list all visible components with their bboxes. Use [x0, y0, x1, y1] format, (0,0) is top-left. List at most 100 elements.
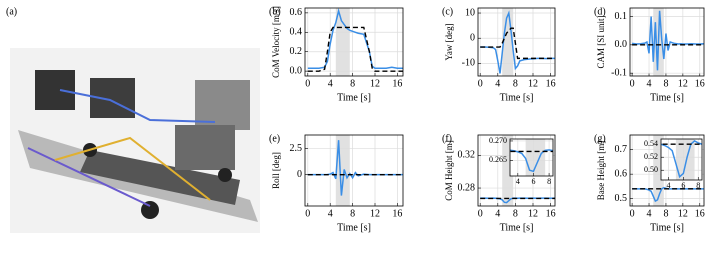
x-tick-label: 0	[478, 78, 483, 89]
x-tick-label: 0	[630, 78, 635, 89]
highlight-band	[335, 8, 350, 76]
x-tick-label: 16	[695, 78, 705, 89]
x-tick-label: 16	[392, 78, 402, 89]
x-tick-label: 8	[696, 181, 700, 190]
x-axis-label: Time [s]	[500, 222, 534, 233]
y-tick-label: -10	[462, 58, 475, 69]
line	[307, 8, 403, 69]
x-tick-label: 8	[547, 177, 551, 186]
y-tick-label: 0.6	[615, 168, 628, 179]
x-tick-label: 12	[678, 78, 688, 89]
x-tick-label: 8	[350, 78, 355, 89]
line	[307, 26, 403, 72]
line	[510, 149, 553, 173]
x-axis-label: Time [s]	[337, 92, 371, 103]
x-axis-label: Time [s]	[500, 92, 534, 103]
x-tick-label: 0	[305, 208, 310, 219]
plot-area	[305, 8, 403, 76]
highlight-band	[525, 139, 546, 176]
y-tick-label: 0.32	[458, 150, 476, 161]
highlight-band	[502, 8, 514, 76]
axes-frame	[509, 138, 554, 177]
series-group	[307, 8, 403, 72]
plot-area	[305, 135, 403, 206]
series-group	[480, 197, 555, 204]
y-tick-label: 0.50	[644, 165, 658, 174]
x-tick-label: 8	[350, 208, 355, 219]
axes-frame	[304, 7, 404, 77]
y-tick-label: -0.1	[611, 67, 627, 78]
x-tick-label: 8	[663, 208, 668, 219]
trajectory	[54, 136, 211, 201]
highlight-band	[502, 135, 514, 206]
y-tick-label: 0.2	[290, 46, 303, 57]
axes-frame	[660, 138, 703, 181]
axes-frame	[304, 134, 404, 207]
x-tick-label: 0	[630, 208, 635, 219]
x-tick-label: 12	[370, 78, 380, 89]
y-axis-label: CAM [SI unit]	[596, 15, 606, 68]
x-tick-label: 4	[647, 208, 652, 219]
x-tick-label: 16	[695, 208, 705, 219]
inset: 4 6 8 0.50 0.52 0.54	[644, 138, 703, 190]
y-tick-label: 0.265	[489, 155, 507, 164]
y-tick-label: 0	[470, 33, 475, 44]
series-group	[480, 10, 555, 74]
x-tick-label: 8	[513, 78, 518, 89]
x-tick-label: 12	[528, 208, 538, 219]
highlight-band	[653, 135, 664, 206]
x-axis-label: Time [s]	[650, 222, 684, 233]
y-tick-label: 2.5	[290, 143, 303, 154]
y-tick-label: 0.52	[644, 152, 658, 161]
line	[480, 10, 555, 74]
y-tick-label: 0.5	[615, 193, 628, 204]
x-tick-label: 16	[546, 78, 556, 89]
x-axis-label: Time [s]	[337, 222, 371, 233]
y-tick-label: 0.28	[458, 182, 476, 193]
x-tick-label: 12	[678, 208, 688, 219]
y-tick-label: 0.0	[615, 39, 628, 50]
line	[661, 140, 702, 179]
y-tick-label: 0.0	[290, 65, 303, 76]
y-tick-label: 0.54	[644, 139, 658, 148]
panel-label: (f)	[442, 133, 452, 144]
x-tick-label: 0	[305, 78, 310, 89]
panel-label: (d)	[594, 6, 606, 17]
y-tick-label: 0	[297, 169, 302, 180]
wheel	[141, 201, 159, 219]
trajectory	[59, 89, 216, 123]
x-axis-label: Time [s]	[650, 92, 684, 103]
plot: 0 4 8 12 16 0 2.5	[290, 134, 404, 219]
series-group	[661, 140, 702, 179]
x-tick-label: 16	[392, 208, 402, 219]
x-tick-label: 4	[647, 78, 652, 89]
series-group	[510, 149, 553, 173]
y-tick-label: 10	[465, 7, 475, 18]
series-group	[632, 10, 704, 71]
y-tick-label: 0.7	[615, 144, 628, 155]
x-tick-label: 4	[516, 177, 520, 186]
robot	[35, 70, 75, 110]
x-tick-label: 12	[528, 78, 538, 89]
axes-frame	[477, 134, 556, 207]
axes-frame	[629, 7, 705, 77]
plot: 0 4 8 12 16 -0.1 0.0 0.1	[611, 7, 705, 89]
y-tick-label: 0.4	[290, 27, 303, 38]
panel-label: (b)	[269, 6, 281, 17]
y-tick-label: 0.270	[489, 136, 507, 145]
x-tick-label: 4	[495, 208, 500, 219]
x-tick-label: 4	[328, 208, 333, 219]
plot: 0 4 8 12 16 0.0 0.2 0.4 0.6	[290, 7, 404, 89]
x-tick-label: 12	[370, 208, 380, 219]
robot-body	[175, 125, 235, 170]
y-tick-label: 0.6	[290, 7, 303, 18]
y-axis-label: CoM Height [m]	[444, 140, 454, 201]
y-axis-label: Base Height [m]	[596, 141, 606, 200]
x-tick-label: 4	[666, 181, 670, 190]
x-tick-label: 16	[546, 208, 556, 219]
x-tick-label: 4	[328, 78, 333, 89]
y-axis-label: Roll [deg]	[271, 152, 281, 189]
plot-area	[478, 8, 555, 76]
